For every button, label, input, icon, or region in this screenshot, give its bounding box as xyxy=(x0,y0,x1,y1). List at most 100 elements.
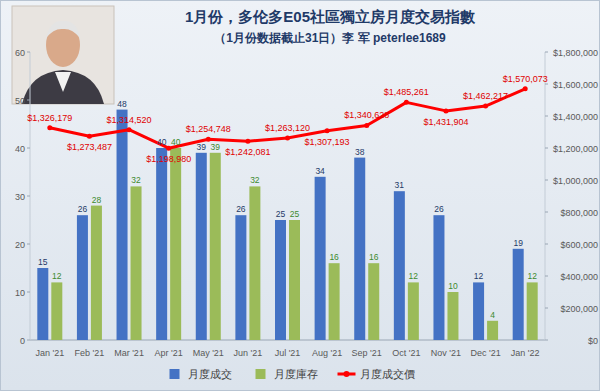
y2-tick-label: $1,600,000 xyxy=(553,80,598,90)
legend-swatch xyxy=(256,369,266,379)
line-point xyxy=(483,104,488,109)
line-point xyxy=(364,123,369,128)
bar xyxy=(368,263,379,340)
x-tick-label: Jan '21 xyxy=(35,348,64,358)
bar xyxy=(315,177,326,340)
y2-tick-label: $0 xyxy=(588,336,598,346)
y2-tick-label: $1,200,000 xyxy=(553,144,598,154)
y-tick-label: 40 xyxy=(15,144,25,154)
bar xyxy=(249,186,260,340)
line-point xyxy=(87,134,92,139)
bar-label: 31 xyxy=(395,180,405,190)
y2-tick xyxy=(545,116,548,117)
bar xyxy=(513,249,524,340)
line-label: $1,462,217 xyxy=(463,91,508,101)
portrait-shirt xyxy=(55,72,71,92)
y2-tick-label: $800,000 xyxy=(560,208,598,218)
x-tick-label: Jan '22 xyxy=(511,348,540,358)
x-tick-label: May '21 xyxy=(193,348,224,358)
bar-label: 32 xyxy=(250,175,260,185)
bar xyxy=(275,220,286,340)
y2-tick xyxy=(545,244,548,245)
bar xyxy=(447,292,458,340)
line-label: $1,307,193 xyxy=(305,137,350,147)
y2-tick xyxy=(545,276,548,277)
bar xyxy=(527,282,538,340)
bar-label: 39 xyxy=(211,142,221,152)
x-tick-label: Jun '21 xyxy=(234,348,263,358)
bar-label: 16 xyxy=(369,252,379,262)
data-labels: 1526484039262534383126121912283240393225… xyxy=(27,74,547,320)
bar-label: 12 xyxy=(52,271,62,281)
y2-tick xyxy=(545,148,548,149)
bar-label: 25 xyxy=(276,209,286,219)
x-tick-label: Sep '21 xyxy=(352,348,382,358)
bar-label: 32 xyxy=(131,175,141,185)
bar xyxy=(408,282,419,340)
x-tick-label: Mar '21 xyxy=(114,348,144,358)
bar-label: 39 xyxy=(197,142,207,152)
bar xyxy=(289,220,300,340)
y2-tick-label: $200,000 xyxy=(560,304,598,314)
bar xyxy=(131,186,142,340)
line-point xyxy=(127,127,132,132)
bar-label: 10 xyxy=(448,281,458,291)
line-point xyxy=(443,108,448,113)
bar xyxy=(170,148,181,340)
line-label: $1,314,520 xyxy=(107,115,152,125)
y2-tick xyxy=(545,212,548,213)
bar-label: 40 xyxy=(157,137,167,147)
line-point xyxy=(245,139,250,144)
bar xyxy=(354,158,365,340)
bar xyxy=(196,153,207,340)
y-tick-label: 10 xyxy=(15,288,25,298)
x-tick-label: Apr '21 xyxy=(155,348,183,358)
y-tick-label: 30 xyxy=(15,192,25,202)
bar-label: 40 xyxy=(171,137,181,147)
x-tick-label: Jul '21 xyxy=(275,348,301,358)
y-tick xyxy=(27,148,30,149)
line-label: $1,570,073 xyxy=(503,74,548,84)
y2-tick-label: $400,000 xyxy=(560,272,598,282)
bar xyxy=(117,110,128,340)
bar xyxy=(77,215,88,340)
bar-label: 4 xyxy=(490,310,495,320)
line-point xyxy=(404,100,409,105)
chart: 1月份，多伦多E05社區獨立房月度交易指數（1月份数据截止31日）李 军 pet… xyxy=(0,0,600,391)
bar xyxy=(91,206,102,340)
bar xyxy=(51,282,62,340)
line-point xyxy=(285,135,290,140)
line-label: $1,431,904 xyxy=(423,117,468,127)
bar xyxy=(156,148,167,340)
bar xyxy=(473,282,484,340)
bar-label: 26 xyxy=(236,204,246,214)
y2-tick xyxy=(545,52,548,53)
y2-tick xyxy=(545,308,548,309)
bar xyxy=(394,191,405,340)
x-tick-label: Aug '21 xyxy=(312,348,342,358)
line-label: $1,273,487 xyxy=(67,142,112,152)
line-label: $1,242,081 xyxy=(225,147,270,157)
plot-marks xyxy=(37,86,537,340)
bar xyxy=(329,263,340,340)
y2-tick-label: $1,800,000 xyxy=(553,48,598,58)
portrait-hair xyxy=(46,21,80,38)
y2-tick-label: $1,000,000 xyxy=(553,176,598,186)
x-tick-label: Dec '21 xyxy=(470,348,500,358)
portrait xyxy=(12,6,114,104)
line-point xyxy=(523,86,528,91)
legend-label: 月度庫存 xyxy=(274,368,318,380)
y2-tick-label: $1,400,000 xyxy=(553,112,598,122)
bar-label: 38 xyxy=(355,147,365,157)
bar xyxy=(487,321,498,340)
y2-tick-label: $600,000 xyxy=(560,240,598,250)
bar-label: 12 xyxy=(474,271,484,281)
line-label: $1,340,628 xyxy=(344,110,389,120)
background xyxy=(1,1,600,391)
y-tick-label: 0 xyxy=(20,336,25,346)
bar-label: 26 xyxy=(434,204,444,214)
bar xyxy=(433,215,444,340)
portrait-body xyxy=(22,70,104,104)
legend-swatch xyxy=(170,369,180,379)
x-tick-label: Feb '21 xyxy=(75,348,105,358)
